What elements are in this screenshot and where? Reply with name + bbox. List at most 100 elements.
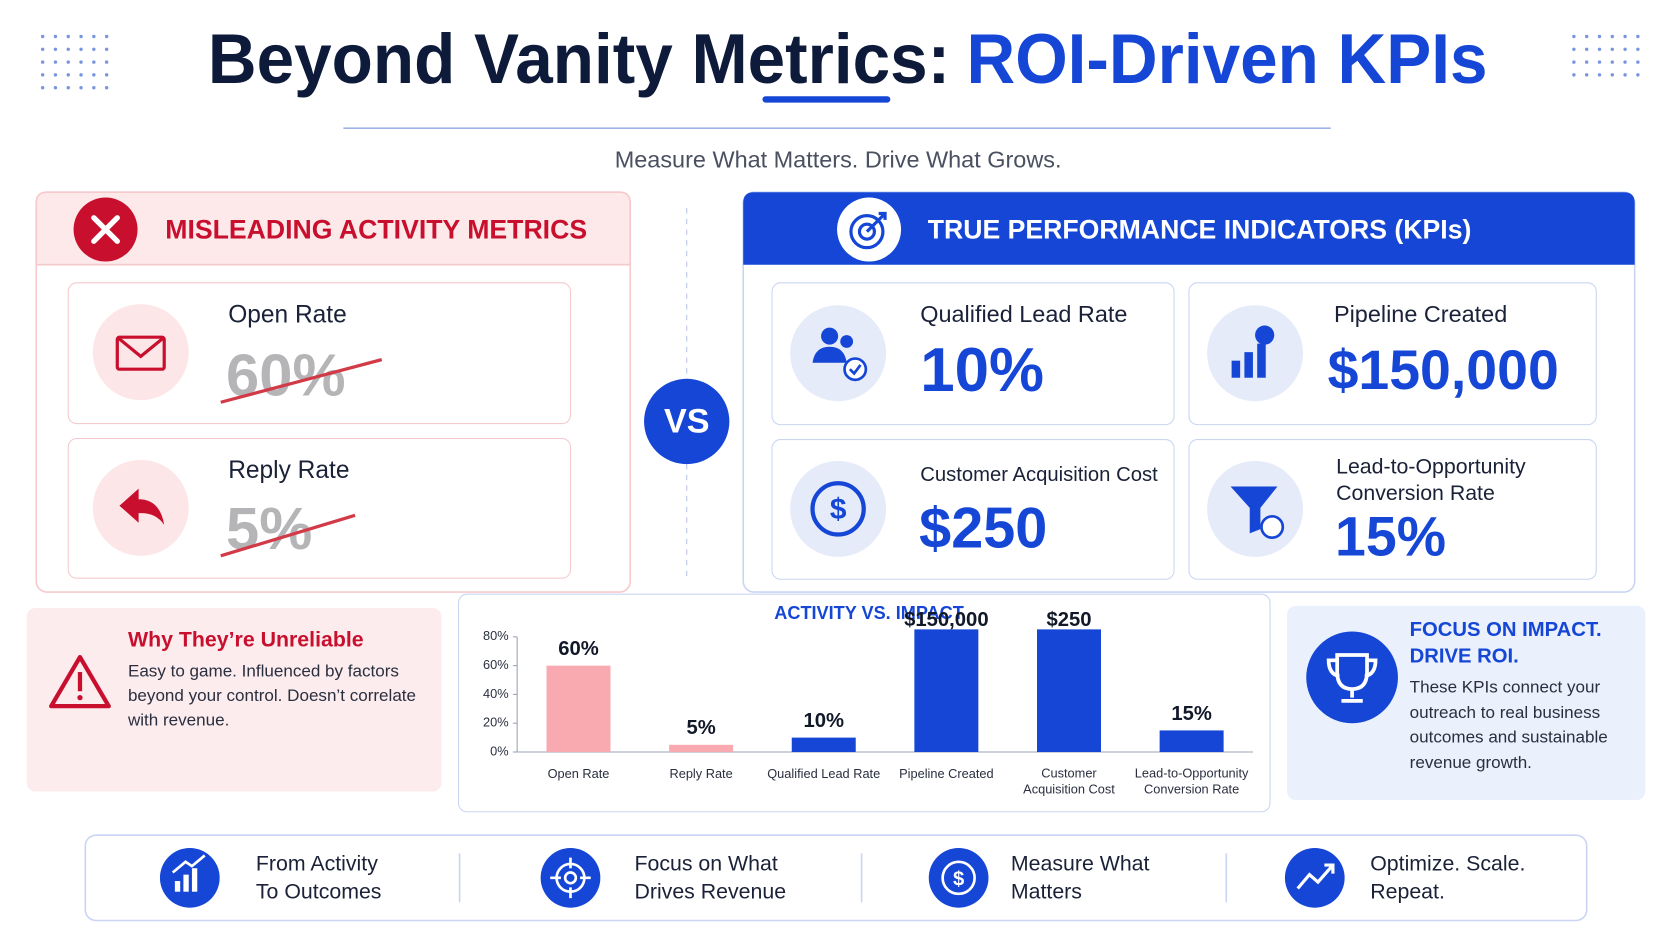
value-label: $150,000: [904, 609, 988, 631]
growth-icon: [1231, 325, 1275, 378]
title: Beyond Vanity Metrics:ROI-Driven KPIs: [208, 19, 1488, 98]
title-part: ROI-Driven KPIs: [966, 19, 1487, 98]
icon-bg: [1207, 305, 1304, 402]
kpi-card: [771, 282, 1175, 426]
warning-text: beyond your control. Doesn’t correlate: [128, 686, 416, 705]
value-label: 10%: [803, 710, 844, 732]
target-icon-mark: [849, 211, 887, 250]
x-icon-mark: [91, 215, 120, 244]
title-part: Beyond Vanity Metrics:: [208, 19, 950, 98]
warning-text: with revenue.: [127, 711, 229, 730]
metric-label: Reply Rate: [228, 457, 349, 484]
kpi-card: [771, 439, 1175, 580]
people-icon: [812, 327, 868, 382]
kpi-label: Lead-to-Opportunity Conversion Rate: [1336, 454, 1526, 505]
strike: [220, 358, 383, 404]
focus-text: These KPIs connect your: [1410, 678, 1601, 697]
warning-icon: [49, 654, 111, 709]
footer-icon-mark: [1296, 863, 1335, 890]
x-tick-label: Qualified Lead Rate: [767, 766, 880, 781]
svg-text:$: $: [953, 868, 964, 890]
bar: [1159, 730, 1224, 753]
x-tick-label: Open Rate: [548, 766, 610, 781]
kpi-value: $250: [919, 497, 1047, 561]
value-label: 5%: [686, 717, 715, 739]
vs-text: VS: [664, 403, 710, 441]
icon-bg: [790, 460, 887, 557]
focus-title: FOCUS ON IMPACT.: [1410, 619, 1602, 641]
footer-text: Matters: [1011, 879, 1082, 903]
kpi-card: [1188, 439, 1597, 580]
x-tick-label: Pipeline Created: [899, 766, 994, 781]
mail-icon: [115, 335, 166, 371]
kpi-label: Customer Acquisition Cost: [920, 464, 1158, 486]
mail-icon-bg: [92, 304, 189, 401]
kpi-label: Pipeline Created: [1334, 301, 1507, 327]
kpi-card: [1188, 282, 1597, 426]
footer-text: From Activity: [256, 852, 378, 876]
metric-label: Open Rate: [228, 301, 347, 328]
y-tick-label: 20%: [483, 715, 509, 730]
footer-icon-mark: [171, 854, 206, 892]
reply-icon: [119, 488, 165, 525]
bar: [914, 629, 979, 753]
metric-card: [67, 437, 572, 579]
footer-text: Drives Revenue: [634, 879, 786, 903]
bar: [546, 665, 611, 753]
footer-text: Optimize. Scale.: [1370, 852, 1525, 876]
focus-title: DRIVE ROI.: [1410, 645, 1519, 667]
bars: [546, 629, 1224, 753]
footer-icon: [540, 847, 601, 908]
x-tick-label: Reply Rate: [669, 766, 732, 781]
footer-separators: [458, 853, 1228, 903]
bar: [1037, 629, 1101, 753]
vs-badge: [644, 378, 730, 465]
trophy-icon: [1306, 631, 1398, 724]
focus-text: outcomes and sustainable: [1410, 728, 1608, 747]
footer-text: Measure What: [1011, 852, 1150, 876]
kpi-value: 15%: [1335, 506, 1446, 568]
kpi-title: TRUE PERFORMANCE INDICATORS (KPIs): [928, 215, 1472, 245]
x-tick-label: Lead-to-Opportunity Conversion Rate: [1135, 766, 1249, 797]
value-label: $250: [1046, 609, 1091, 631]
dots: [40, 34, 1640, 90]
footer-icon: [928, 847, 989, 908]
bar: [791, 737, 856, 753]
metric-card: [67, 282, 572, 425]
title-accent: [762, 96, 891, 103]
kpi-value: $150,000: [1328, 339, 1559, 401]
footer-icon-mark: [550, 857, 591, 899]
y-tick-label: 60%: [483, 657, 509, 672]
y-tick-label: 40%: [483, 686, 509, 701]
warning-box: [26, 608, 442, 792]
funnel-icon: [1230, 486, 1285, 540]
footer-bar: [84, 834, 1588, 922]
warning-text: Easy to game. Influenced by factors: [128, 662, 399, 681]
chart: 0% 20% 40% 60% 80% Open Rate 60% Reply Rate 5% Qu…: [483, 609, 1253, 797]
footer-icon-mark: $: [941, 860, 976, 896]
dollar-icon: $: [810, 481, 866, 537]
svg-text:$: $: [830, 493, 847, 526]
metric-value: 5%: [226, 495, 312, 562]
footer-text: To Outcomes: [256, 879, 382, 903]
x-tick-label: Customer Acquisition Cost: [1023, 766, 1115, 797]
subtitle: Measure What Matters. Drive What Grows.: [615, 146, 1062, 172]
footer-text: Repeat.: [1370, 879, 1445, 903]
value-label: 15%: [1171, 703, 1212, 725]
vanity-header: [35, 191, 631, 266]
value-label: 60%: [558, 638, 599, 660]
kpi-header: [743, 192, 1635, 265]
kpi-cards: $: [771, 282, 1597, 580]
footer-text: Focus on What: [634, 852, 777, 876]
warning-title: Why They’re Unreliable: [128, 628, 364, 652]
chart-title: ACTIVITY VS. IMPACT: [774, 603, 964, 623]
y-tick-label: 80%: [483, 628, 509, 643]
vanity-title: MISLEADING ACTIVITY METRICS: [165, 215, 587, 245]
trophy-mark: [1326, 653, 1378, 703]
footer-icon: [159, 847, 220, 908]
kpi-value: 10%: [920, 336, 1044, 405]
kpi-label: Qualified Lead Rate: [920, 301, 1127, 327]
y-tick-label: 0%: [490, 743, 508, 758]
